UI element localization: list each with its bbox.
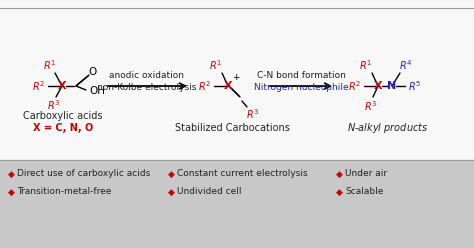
Text: N: N	[387, 81, 397, 91]
Text: ◆: ◆	[168, 187, 175, 196]
Text: non-Kolbe electrolysis: non-Kolbe electrolysis	[97, 83, 197, 92]
Text: Nitrogen nucleophile: Nitrogen nucleophile	[254, 83, 348, 92]
Text: Undivided cell: Undivided cell	[177, 187, 241, 196]
Text: $R^2$: $R^2$	[199, 79, 211, 93]
Text: $N$-alkyl products: $N$-alkyl products	[347, 121, 428, 135]
Text: Direct use of carboxylic acids: Direct use of carboxylic acids	[17, 169, 150, 179]
Text: X: X	[374, 81, 383, 91]
Text: $R^3$: $R^3$	[246, 107, 260, 121]
Text: ◆: ◆	[8, 187, 15, 196]
Text: $R^1$: $R^1$	[359, 58, 373, 72]
Text: Scalable: Scalable	[345, 187, 383, 196]
Text: X = C, N, O: X = C, N, O	[33, 123, 93, 133]
Text: X: X	[224, 81, 232, 91]
Text: $R^3$: $R^3$	[365, 99, 378, 113]
Text: Transition-metal-free: Transition-metal-free	[17, 187, 111, 196]
Bar	[0, 160, 474, 248]
Text: $R^5$: $R^5$	[409, 79, 422, 93]
Text: Constant current electrolysis: Constant current electrolysis	[177, 169, 308, 179]
Text: ◆: ◆	[336, 187, 343, 196]
Text: OH: OH	[89, 86, 105, 96]
Text: $R^1$: $R^1$	[44, 58, 56, 72]
Text: Carboxylic acids: Carboxylic acids	[23, 111, 103, 121]
Text: $R^4$: $R^4$	[399, 58, 413, 72]
Text: C-N bond formation: C-N bond formation	[256, 71, 346, 81]
Text: $R^1$: $R^1$	[210, 58, 223, 72]
Text: ◆: ◆	[8, 169, 15, 179]
Text: ◆: ◆	[336, 169, 343, 179]
Text: +: +	[232, 73, 240, 83]
Text: Stabilized Carbocations: Stabilized Carbocations	[174, 123, 290, 133]
Text: $R^2$: $R^2$	[348, 79, 362, 93]
Bar	[0, 0, 474, 160]
Text: $R^3$: $R^3$	[47, 98, 61, 112]
Text: $R^2$: $R^2$	[32, 79, 46, 93]
Text: O: O	[89, 67, 97, 77]
Text: Under air: Under air	[345, 169, 387, 179]
Text: anodic oxidation: anodic oxidation	[109, 71, 184, 81]
Text: X: X	[58, 81, 66, 91]
Text: ◆: ◆	[168, 169, 175, 179]
